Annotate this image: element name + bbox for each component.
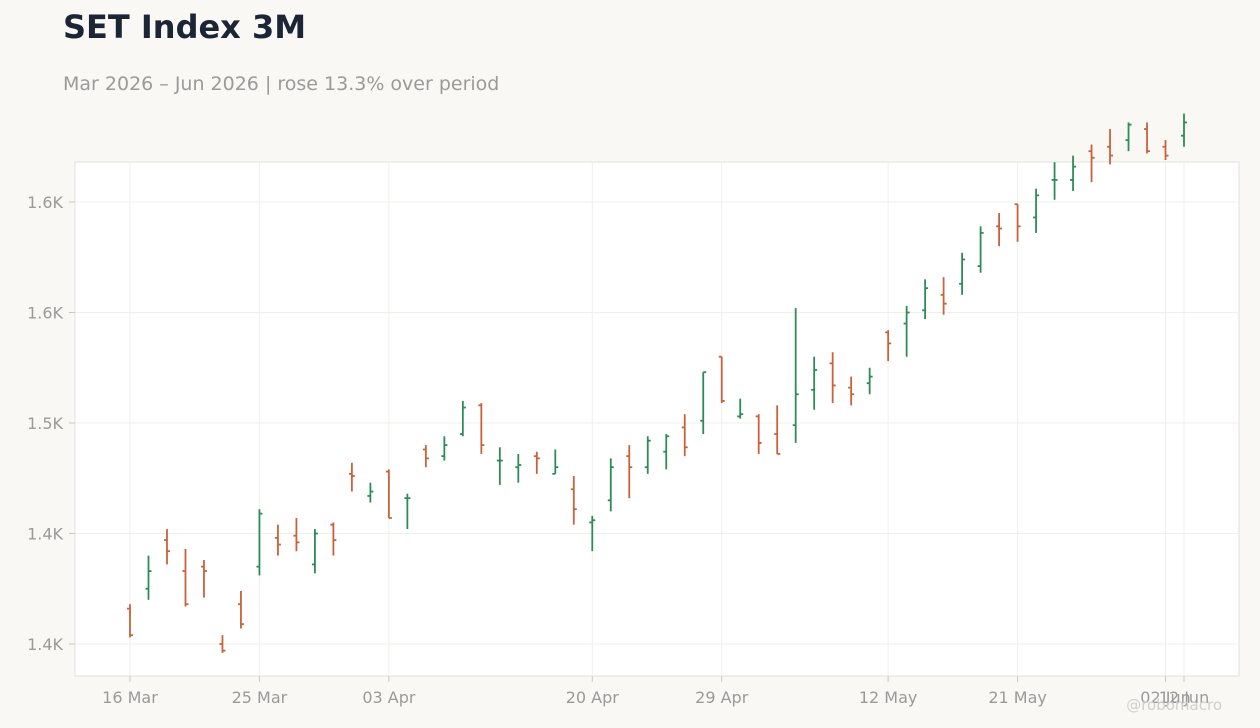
ohlc-bar: [922, 279, 929, 320]
ohlc-bar: [163, 529, 170, 565]
ohlc-bar: [755, 414, 762, 454]
ohlc-bar: [940, 277, 947, 315]
ohlc-bar: [700, 371, 707, 435]
ohlc-bar: [533, 451, 540, 474]
ohlc-bar: [385, 469, 392, 519]
ohlc-bar: [829, 352, 836, 404]
plot-area: [74, 161, 1240, 677]
grid-lines: [75, 162, 1239, 676]
ohlc-bar: [681, 414, 688, 457]
ohlc-bar: [478, 403, 485, 454]
x-tick-label: 02 Jun: [1140, 688, 1190, 707]
ohlc-bar: [237, 590, 244, 629]
x-axis: 16 Mar 25 Mar 03 Apr 20 Apr 29 Apr 12 May 21 M…: [102, 676, 1209, 707]
ohlc-bar: [811, 356, 818, 410]
ohlc-bar: [348, 462, 355, 492]
ohlc-bar: [404, 493, 411, 530]
ohlc-bar: [570, 476, 577, 525]
ohlc-bar: [293, 518, 300, 552]
ohlc-bar: [589, 515, 596, 552]
ohlc-bar: [1107, 129, 1114, 165]
chart-subtitle: Mar 2026 – Jun 2026 | rose 13.3% over pe…: [63, 73, 500, 95]
x-tick-label: 29 Apr: [695, 688, 749, 707]
ohlc-bar: [145, 555, 152, 600]
ohlc-bar: [1162, 140, 1169, 161]
ohlc-bar: [959, 252, 966, 295]
ohlc-bar: [792, 308, 799, 443]
x-tick-label: 21 May: [988, 688, 1047, 707]
ohlc-bar: [903, 305, 910, 357]
chart-title: SET Index 3M: [63, 8, 307, 46]
y-tick-label: 1.6K: [27, 304, 63, 323]
ohlc-bar: [330, 522, 337, 556]
ohlc-bar: [311, 529, 318, 574]
x-tick-label: 03 Apr: [362, 688, 416, 707]
ohlc-bar: [1181, 113, 1187, 147]
ohlc-bar: [219, 635, 226, 653]
x-tick-label: 16 Mar: [102, 688, 158, 707]
y-tick-label: 1.4K: [27, 635, 63, 654]
y-axis: 1.4K 1.4K 1.5K 1.6K 1.6K: [27, 193, 75, 654]
ohlc-bar: [718, 355, 725, 404]
ohlc-bar: [552, 449, 559, 475]
ohlc-bar: [441, 436, 448, 461]
ohlc-bar: [200, 560, 207, 598]
ohlc-bar: [607, 458, 614, 512]
ohlc-bar: [644, 436, 651, 474]
ohlc-bar: [848, 376, 855, 406]
ohlc-bar: [626, 445, 633, 499]
ohlc-bar: [182, 548, 189, 607]
ohlc-bar: [422, 445, 429, 468]
ohlc-bar: [367, 482, 374, 503]
ohlc-bar: [866, 367, 873, 395]
ohlc-bar: [274, 524, 281, 556]
ohlc-bar: [1070, 155, 1077, 191]
ohlc-bar: [1144, 122, 1151, 154]
ohlc-bar: [774, 405, 781, 455]
x-tick-label: 25 Mar: [232, 688, 288, 707]
x-tick-label: 12 Jun: [1159, 688, 1209, 707]
ohlc-bar: [496, 447, 503, 485]
y-tick-label: 1.4K: [27, 525, 63, 544]
x-tick-label: 20 Apr: [566, 688, 620, 707]
ohlc-bar: [1051, 162, 1058, 200]
ohlc-bar: [515, 453, 522, 483]
x-tick-label: 12 May: [859, 688, 918, 707]
ohlc-bar: [1014, 203, 1021, 242]
y-tick-label: 1.5K: [27, 414, 63, 433]
ohlc-bar: [885, 330, 892, 362]
ohlc-bar: [1125, 122, 1132, 152]
ohlc-bar: [663, 434, 670, 470]
ohlc-bar: [1033, 188, 1040, 233]
ohlc-bar: [996, 213, 1003, 247]
watermark-text: @robomacro: [1126, 696, 1222, 714]
ohlc-bar: [1088, 144, 1095, 183]
ohlc-bar: [459, 400, 466, 437]
ohlc-bar: [737, 398, 744, 419]
ohlc-bar: [977, 226, 984, 273]
ohlc-bar: [127, 604, 133, 638]
ohlc-bars: [127, 113, 1187, 653]
y-tick-label: 1.6K: [27, 193, 63, 212]
ohlc-bar: [256, 509, 263, 576]
